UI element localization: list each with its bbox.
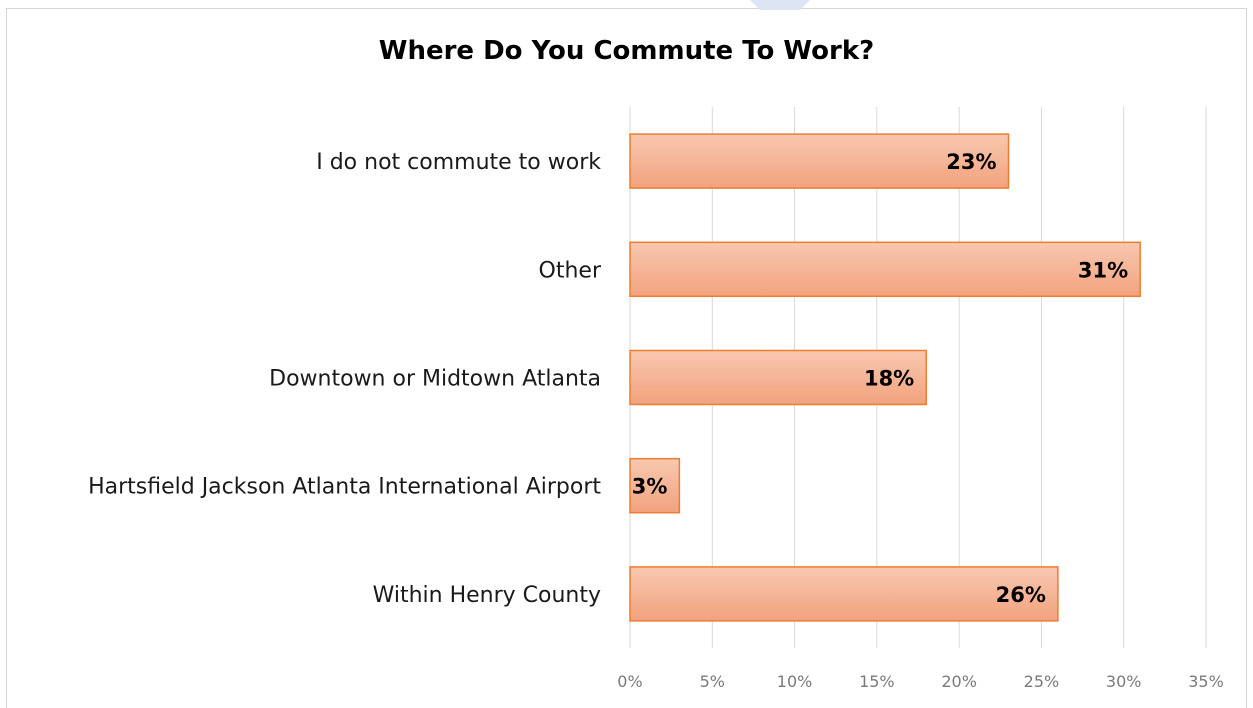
- x-tick-label: 30%: [1106, 672, 1142, 691]
- category-label: Hartsfield Jackson Atlanta International…: [88, 475, 601, 500]
- decorative-accent: [750, 0, 810, 10]
- x-tick-label: 25%: [1024, 672, 1060, 691]
- category-labels: I do not commute to work Other Downtown or…: [88, 150, 602, 608]
- data-label: 23%: [946, 150, 996, 174]
- x-axis-ticks: 0% 5% 10% 15% 20% 25% 30% 35%: [617, 672, 1223, 691]
- category-label: Within Henry County: [373, 583, 601, 608]
- data-label: 18%: [864, 367, 914, 391]
- bar: [629, 241, 1141, 298]
- x-tick-label: 0%: [617, 672, 642, 691]
- x-tick-label: 35%: [1188, 672, 1224, 691]
- x-tick-label: 10%: [777, 672, 813, 691]
- bar: [629, 566, 1059, 622]
- bar: [629, 349, 927, 406]
- x-tick-label: 5%: [700, 672, 725, 691]
- x-tick-label: 15%: [859, 672, 895, 691]
- data-label: 31%: [1078, 258, 1128, 282]
- category-label: Other: [539, 258, 602, 283]
- bar: [629, 457, 681, 514]
- bars: [629, 133, 1141, 622]
- value-labels: 23% 31% 18% 3% 26%: [632, 150, 1128, 607]
- category-label: I do not commute to work: [316, 150, 601, 175]
- category-label: Downtown or Midtown Atlanta: [269, 367, 601, 392]
- chart-title: Where Do You Commute To Work?: [378, 36, 875, 66]
- bar: [629, 133, 1010, 189]
- data-label: 3%: [632, 475, 668, 499]
- data-label: 26%: [996, 583, 1046, 607]
- x-tick-label: 20%: [941, 672, 977, 691]
